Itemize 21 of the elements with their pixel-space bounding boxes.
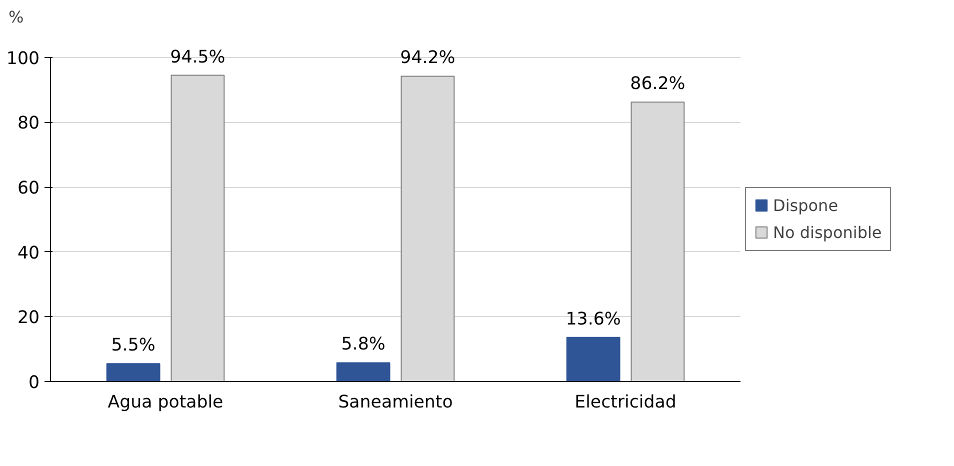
bar xyxy=(566,336,620,382)
y-tick-label: 100 xyxy=(6,48,40,69)
x-tick-label: Electricidad xyxy=(574,392,676,412)
data-label: 94.2% xyxy=(400,48,456,68)
x-tick-label: Saneamiento xyxy=(338,392,453,412)
x-tick-label: Agua potable xyxy=(108,392,224,412)
y-axis-title: % xyxy=(8,8,24,26)
data-label: 86.2% xyxy=(630,74,686,94)
y-tick-label: 40 xyxy=(17,243,40,264)
data-label: 5.5% xyxy=(111,336,156,356)
legend-label: Dispone xyxy=(773,196,838,214)
data-label: 13.6% xyxy=(566,309,621,330)
data-label: 5.8% xyxy=(341,334,386,355)
bar xyxy=(336,362,390,382)
y-tick-label: 60 xyxy=(17,178,40,199)
data-label: 94.5% xyxy=(170,47,226,68)
y-tick-label: 80 xyxy=(17,114,40,134)
bar xyxy=(106,363,160,382)
y-tick-label: 20 xyxy=(17,308,40,328)
legend-label: No disponible xyxy=(773,222,882,242)
y-tick-label: 0 xyxy=(28,373,40,393)
